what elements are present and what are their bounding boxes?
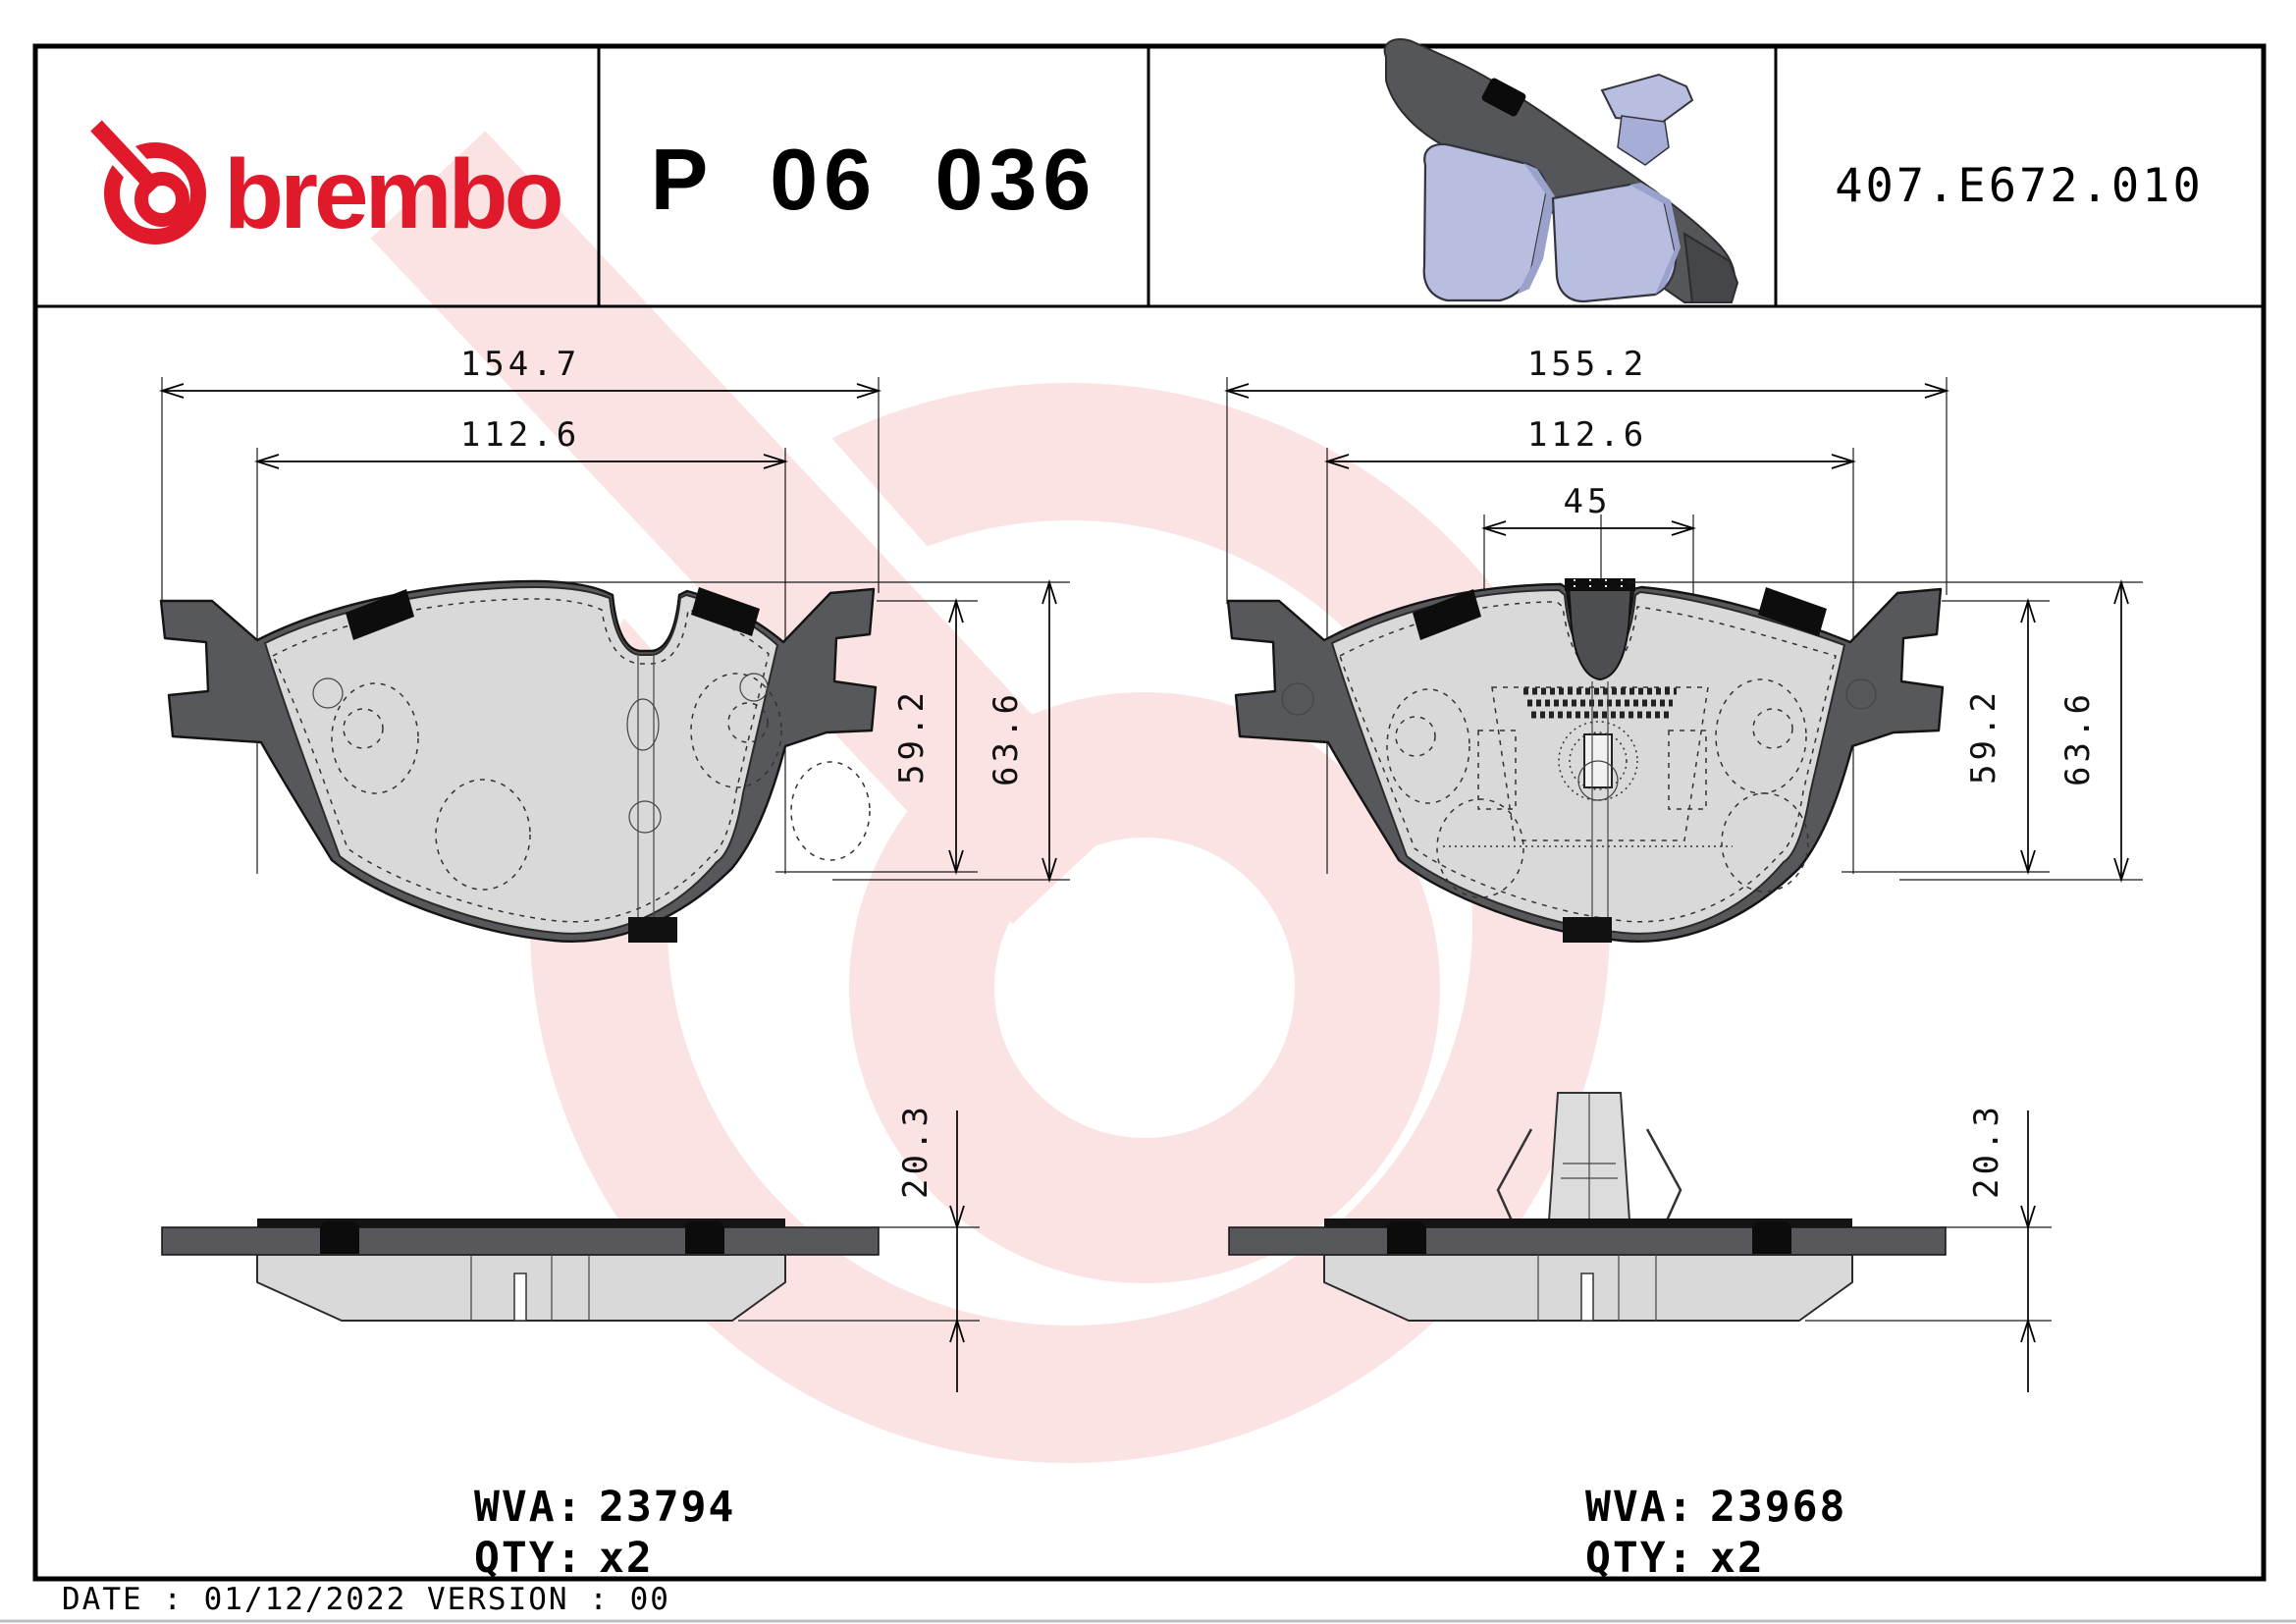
dim-left-pad-height: 59.2	[892, 688, 932, 785]
dim-right-pad-height: 59.2	[1964, 688, 2003, 785]
dim-right-pad-width: 112.6	[1527, 415, 1647, 455]
right-clip-tower	[1567, 584, 1633, 681]
right-top-clip-tab	[1758, 587, 1827, 636]
left-top-clip-tab	[691, 587, 760, 636]
left-thickness-dimension: 20.3	[738, 1103, 980, 1392]
right-bottom-tab	[1563, 917, 1612, 943]
brembo-logo-icon	[75, 103, 206, 244]
brake-pads-3d-image	[1383, 38, 1739, 303]
left-wva-label: WVA:	[474, 1483, 584, 1532]
spring-arm	[1496, 1128, 1533, 1230]
dim-right-total-width: 155.2	[1527, 345, 1647, 384]
right-wva-value: 23968	[1710, 1483, 1846, 1532]
right-pad-side-view	[1228, 1092, 1947, 1322]
catalog-code: 407.E672.010	[1835, 159, 2204, 213]
right-pad-height-dimensions: 59.2 63.6	[1628, 579, 2143, 883]
spring-arm	[1645, 1128, 1682, 1230]
page-border	[32, 43, 2267, 1582]
dim-right-thickness: 20.3	[1967, 1103, 2006, 1199]
dim-right-total-height: 63.6	[2058, 690, 2098, 786]
part-number: P 06 036	[651, 131, 1097, 228]
right-wva-block: WVA: 23968 QTY: x2	[1585, 1483, 1846, 1583]
left-pad-side-view	[161, 1218, 880, 1322]
brembo-logo: brembo	[75, 103, 565, 249]
right-top-clip-tab	[1413, 589, 1481, 640]
right-pad-front-view	[1226, 578, 1945, 943]
left-friction-pad	[264, 586, 778, 935]
left-pad-width-dimensions: 154.7 112.6	[159, 345, 881, 874]
right-qty-label: QTY:	[1585, 1534, 1695, 1583]
left-side-backplate	[161, 1226, 880, 1256]
right-thickness-dimension: 20.3	[1805, 1103, 2052, 1392]
right-side-slot	[1580, 1272, 1594, 1322]
dim-left-pad-width: 112.6	[460, 415, 580, 455]
dim-right-spring-width: 45	[1564, 482, 1612, 521]
left-side-slot	[513, 1272, 527, 1322]
footer-date-version: DATE : 01/12/2022 VERSION : 00	[62, 1582, 670, 1617]
right-side-backplate	[1228, 1226, 1947, 1256]
left-qty-value: x2	[599, 1534, 654, 1583]
right-qty-value: x2	[1710, 1534, 1765, 1583]
dim-left-total-width: 154.7	[460, 345, 580, 384]
left-pad-height-dimensions: 59.2 63.6	[555, 579, 1070, 883]
left-top-clip-tab	[346, 589, 414, 640]
dim-left-thickness: 20.3	[896, 1103, 935, 1199]
left-wva-block: WVA: 23794 QTY: x2	[474, 1483, 735, 1583]
left-pad-front-view	[159, 579, 878, 943]
left-qty-label: QTY:	[474, 1534, 584, 1583]
right-clip-tower-cap	[1565, 578, 1635, 591]
dim-left-total-height: 63.6	[987, 690, 1026, 786]
brand-wordmark: brembo	[224, 139, 561, 249]
left-bottom-tab	[628, 917, 677, 943]
left-wva-value: 23794	[599, 1483, 735, 1532]
right-wva-label: WVA:	[1585, 1483, 1695, 1532]
